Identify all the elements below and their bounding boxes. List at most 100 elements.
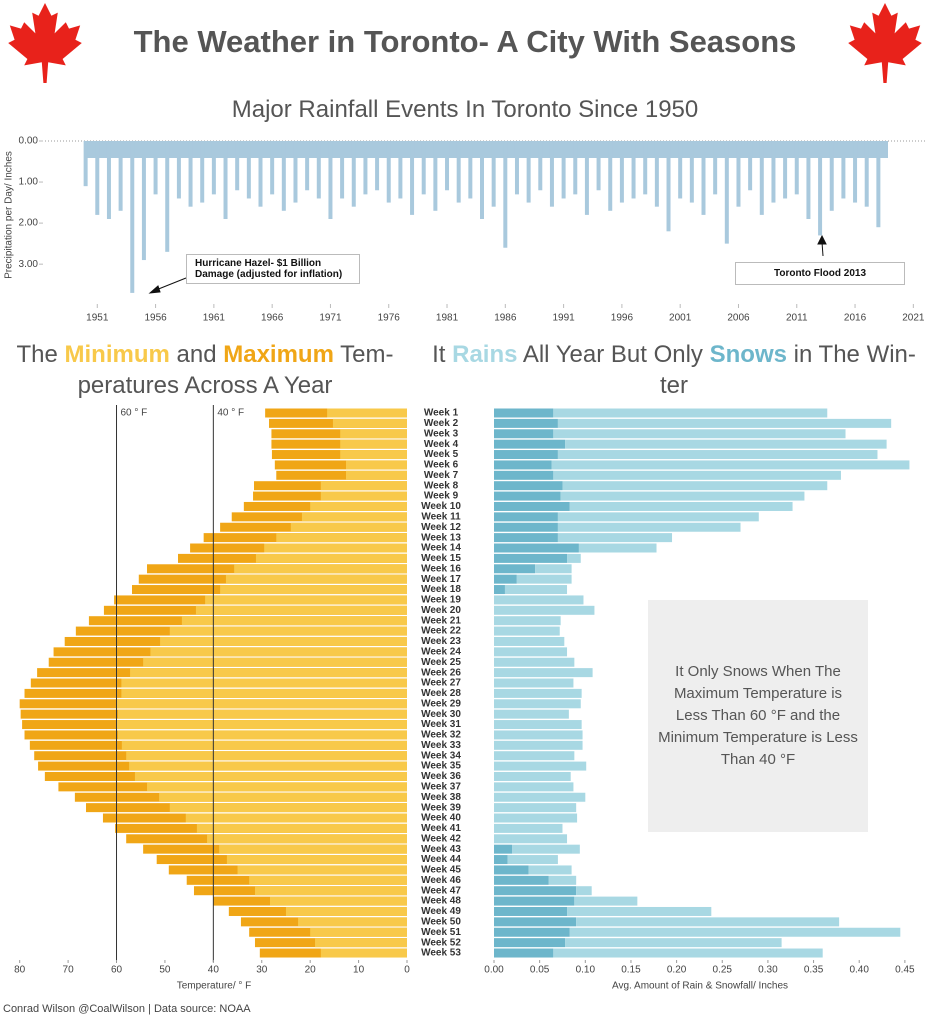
rain-spike xyxy=(95,141,100,215)
x-tick-label: 0.30 xyxy=(758,965,778,976)
temp-bar xyxy=(117,730,408,740)
temp-bar xyxy=(169,803,407,813)
title-text: All Year But Only xyxy=(522,341,703,368)
temp-bar xyxy=(130,668,407,678)
precip-bar xyxy=(507,855,558,865)
precip-bar xyxy=(494,553,568,563)
precip-bar xyxy=(494,855,508,865)
rain-spike xyxy=(480,141,484,219)
precip-bar xyxy=(576,886,592,896)
precip-bar xyxy=(557,450,878,460)
annotation: Hurricane Hazel- $1 Billion Damage (adju… xyxy=(186,254,360,284)
temp-bar xyxy=(121,678,407,688)
precip-bar xyxy=(494,657,575,667)
temp-bar xyxy=(285,906,407,916)
precip-bar xyxy=(494,543,579,553)
week-label: Week 27 xyxy=(421,678,461,689)
rain-spike xyxy=(678,141,683,199)
rain-spike xyxy=(783,141,788,199)
week-label: Week 28 xyxy=(421,688,461,699)
precip-bar xyxy=(494,668,593,678)
temp-bar xyxy=(345,470,407,480)
week-label: Week 24 xyxy=(421,646,461,657)
temp-bar xyxy=(196,823,407,833)
temp-bar xyxy=(315,938,407,948)
week-label: Week 4 xyxy=(424,439,459,450)
rain-spike xyxy=(526,141,531,203)
precip-bar xyxy=(494,782,574,792)
precip-bar xyxy=(494,636,565,646)
week-label: Week 12 xyxy=(421,522,461,533)
precip-bar xyxy=(548,875,577,885)
x-tick-label: 1951 xyxy=(86,313,109,324)
rain-spike xyxy=(141,141,146,261)
x-tick-label: 0.05 xyxy=(530,965,550,976)
title-text: The xyxy=(16,341,58,368)
precip-bar xyxy=(494,470,554,480)
x-tick-label: 60 xyxy=(111,965,123,976)
rain-spike xyxy=(258,141,263,207)
precip-bar xyxy=(494,917,577,927)
precip-bar xyxy=(494,491,561,501)
week-label: Week 5 xyxy=(424,449,459,460)
precip-bar xyxy=(494,522,558,532)
rain-spike xyxy=(864,141,869,207)
rain-spike xyxy=(188,141,193,207)
temp-bar xyxy=(220,585,407,595)
precip-bar xyxy=(494,699,581,709)
week-label: Week 1 xyxy=(424,408,459,419)
rain-spike xyxy=(305,141,310,191)
temp-bar xyxy=(160,636,407,646)
rain-spike xyxy=(724,141,729,244)
week-label: Week 2 xyxy=(424,418,459,429)
week-label: Week 13 xyxy=(421,532,461,543)
week-label: Week 52 xyxy=(421,937,461,948)
rain-spike xyxy=(759,141,764,215)
precip-bar xyxy=(494,875,549,885)
precip-bar xyxy=(494,948,554,958)
precip-bar xyxy=(494,647,568,657)
precip-bar xyxy=(494,740,583,750)
temp-bar xyxy=(301,512,407,522)
rain-spike xyxy=(736,141,741,207)
temp-bar xyxy=(181,616,407,626)
week-label: Week 38 xyxy=(421,792,461,803)
precip-bar xyxy=(494,792,586,802)
rain-spike xyxy=(223,141,228,219)
title-text: It xyxy=(432,341,446,368)
temp-bar xyxy=(143,657,407,667)
rain-spike xyxy=(654,141,659,207)
precip-bar xyxy=(553,429,846,439)
rain-spike xyxy=(83,141,88,187)
week-label: Week 9 xyxy=(424,491,459,502)
precip-bar xyxy=(565,439,887,449)
temp-bar xyxy=(290,522,407,532)
precip-bar xyxy=(567,553,581,563)
week-label: Week 41 xyxy=(421,823,461,834)
week-label: Week 18 xyxy=(421,584,461,595)
temp-bar xyxy=(274,460,407,470)
y-axis-label: Precipitation per Day/ Inches xyxy=(4,151,15,279)
rain-spike xyxy=(456,141,461,203)
x-tick-label: 2006 xyxy=(727,313,750,324)
precip-bar xyxy=(494,439,566,449)
rain-spike xyxy=(363,141,368,195)
precip-bar xyxy=(557,418,892,428)
precip-bar xyxy=(494,844,513,854)
precip-bar xyxy=(535,564,572,574)
week-label: Week 10 xyxy=(421,501,461,512)
x-tick-label: 80 xyxy=(14,965,26,976)
x-tick-label: 2001 xyxy=(669,313,692,324)
rain-spike xyxy=(211,141,216,195)
temp-bar xyxy=(116,699,407,709)
temp-bar xyxy=(225,574,407,584)
week-label: Week 25 xyxy=(421,657,461,668)
reference-label: 40 ° F xyxy=(217,408,244,419)
rain-spike xyxy=(270,141,275,195)
x-tick-label: 0.35 xyxy=(804,965,824,976)
x-tick-label: 0 xyxy=(404,965,410,976)
temp-bar xyxy=(205,595,407,605)
x-tick-label: 1956 xyxy=(144,313,167,324)
x-tick-label: 1971 xyxy=(319,313,342,324)
